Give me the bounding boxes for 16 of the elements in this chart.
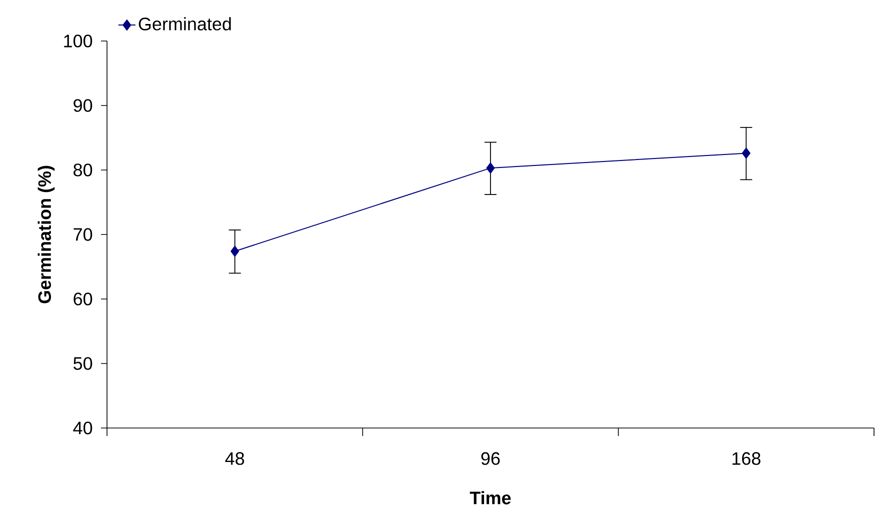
legend-label: Germinated	[138, 17, 231, 30]
x-tick-label: 48	[225, 452, 244, 465]
point	[486, 162, 495, 174]
x-tick-label: 96	[481, 452, 500, 465]
x-axis-title: Time	[470, 491, 511, 504]
y-tick-label: 60	[74, 292, 92, 306]
y-tick-label: 70	[74, 228, 92, 241]
point	[742, 148, 750, 159]
point	[230, 246, 240, 257]
y-tick-label: 50	[74, 357, 92, 370]
x-tick-label: 168	[732, 452, 760, 465]
y-axis-title: Germination (%)	[38, 166, 55, 304]
y-tick-label: 80	[74, 164, 92, 176]
y-tick-label: 90	[74, 99, 92, 112]
y-tick-label: 40	[73, 422, 92, 434]
y-tick-label: 100	[64, 34, 92, 48]
